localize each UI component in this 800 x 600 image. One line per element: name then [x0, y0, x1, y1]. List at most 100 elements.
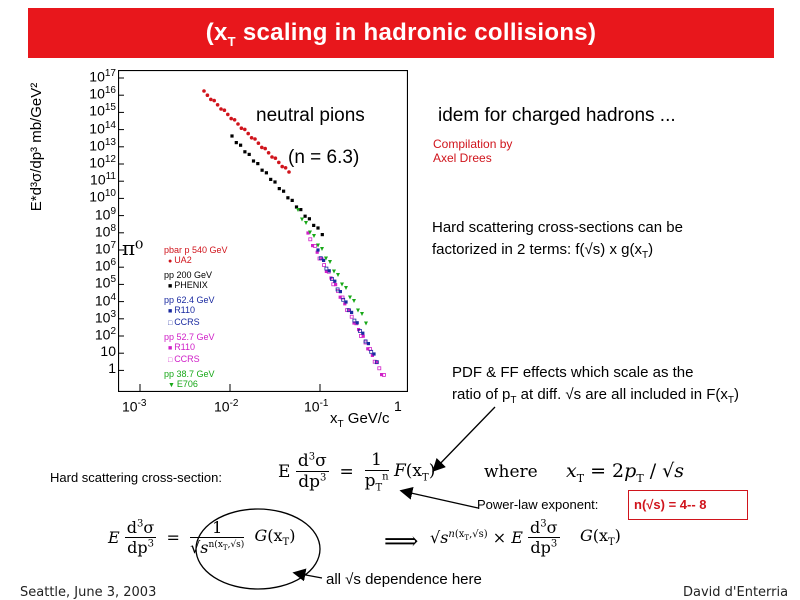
- data-marker: [336, 273, 340, 277]
- dependence-arrow: [292, 568, 323, 582]
- y-tick-label: 1012: [89, 154, 116, 171]
- data-marker: [246, 131, 250, 136]
- all-dependence-label: all √s dependence here: [326, 571, 482, 588]
- data-marker: [361, 331, 365, 335]
- footer-left: Seattle, June 3, 2003: [20, 585, 157, 600]
- data-marker: [366, 342, 370, 346]
- data-marker: [355, 321, 359, 325]
- power-law-value: n(√s) = 4-- 8: [634, 497, 707, 512]
- data-marker: [328, 260, 332, 264]
- data-marker: [348, 295, 352, 300]
- data-marker: [316, 243, 320, 248]
- y-tick-label: 107: [94, 240, 116, 257]
- y-tick-label: 109: [94, 205, 116, 223]
- data-marker: [340, 282, 344, 287]
- data-marker: [347, 308, 351, 312]
- data-marker: [209, 97, 213, 102]
- data-marker: [352, 321, 356, 325]
- data-marker: [232, 118, 237, 122]
- y-tick-label: 106: [94, 257, 116, 274]
- implies-arrow: ⟹: [384, 527, 419, 555]
- data-marker: [361, 334, 365, 338]
- legend-entry: ■ PHENIX: [168, 280, 208, 290]
- n-value-label: (n = 6.3): [288, 147, 360, 168]
- data-marker: [352, 318, 357, 323]
- data-marker: [335, 287, 340, 292]
- y-tick-label: 1014: [89, 119, 116, 137]
- data-marker: [312, 243, 317, 248]
- data-marker: [303, 214, 307, 218]
- data-marker: [266, 151, 271, 155]
- data-marker: [324, 256, 328, 261]
- legend-entry: ■ R110: [168, 342, 196, 352]
- data-marker: [243, 150, 247, 154]
- data-marker: [381, 372, 386, 377]
- y-tick-label: 108: [94, 222, 116, 240]
- sqrt-s-ellipse: [195, 508, 321, 590]
- plot-legend: pbar p 540 GeV ● UA2 pp 200 GeV ■ PHENIX pp …: [164, 245, 274, 391]
- y-tick-label: 1016: [89, 85, 116, 102]
- plot-frame: [118, 70, 408, 392]
- data-marker: [239, 126, 244, 130]
- legend-marker-icon: □: [168, 320, 175, 327]
- data-marker: [215, 103, 220, 107]
- data-marker: [327, 269, 331, 273]
- data-marker: [369, 349, 374, 354]
- data-marker: [322, 263, 327, 268]
- data-marker: [343, 302, 347, 306]
- data-marker: [322, 258, 326, 262]
- legend-entry: ▼ E706: [168, 379, 198, 389]
- x-tick-label: 1: [394, 398, 402, 414]
- hard-scattering-label: Hard scattering cross-section:: [50, 470, 222, 485]
- data-marker: [296, 208, 300, 212]
- data-marker: [316, 248, 320, 252]
- data-marker: [311, 244, 315, 248]
- data-marker: [230, 134, 234, 138]
- pdf-ff-note: PDF & FF effects which scale as the rati…: [452, 364, 739, 406]
- data-marker: [212, 98, 216, 103]
- data-marker: [282, 189, 286, 193]
- data-marker: [253, 137, 257, 141]
- legend-marker-icon: ■: [168, 283, 175, 290]
- data-marker: [256, 141, 261, 145]
- data-marker: [277, 187, 281, 191]
- neutral-pions-label: neutral pions: [256, 105, 365, 126]
- y-tick-label: 1015: [89, 102, 116, 120]
- data-marker: [277, 160, 281, 165]
- data-marker: [306, 231, 310, 235]
- data-marker: [283, 166, 288, 170]
- data-marker: [334, 283, 338, 287]
- data-marker: [273, 180, 277, 184]
- legend-entry: □ CCRS: [168, 317, 200, 327]
- data-marker: [226, 112, 230, 117]
- pdf-arrow: [432, 406, 496, 472]
- y-tick-label: 1010: [89, 188, 116, 206]
- data-marker: [280, 164, 284, 169]
- legend-entry: ● UA2: [168, 255, 192, 265]
- data-marker: [344, 300, 348, 304]
- data-marker: [380, 373, 384, 377]
- y-tick-label: 1013: [89, 136, 116, 154]
- factorization-note: Hard scattering cross-sections can be fa…: [432, 219, 683, 261]
- y-tick-label: 104: [94, 291, 116, 309]
- charged-hadrons-note: idem for charged hadrons ...: [438, 105, 676, 126]
- data-marker: [358, 329, 362, 333]
- y-tick-label: 103: [94, 308, 116, 326]
- data-marker: [375, 360, 379, 364]
- data-marker: [332, 269, 336, 274]
- power-law-box: [628, 490, 748, 520]
- data-marker: [251, 159, 256, 163]
- x-tick-label: 10-3: [122, 398, 147, 415]
- data-marker: [308, 237, 313, 242]
- legend-entry: pp 52.7 GeV: [164, 332, 215, 342]
- data-marker: [312, 223, 316, 227]
- data-marker: [372, 352, 376, 356]
- data-marker: [356, 308, 360, 313]
- compilation-credit: Compilation by Axel Drees: [433, 137, 513, 165]
- x-tick-labels: 10-3 10-2 10-1 1: [118, 396, 428, 426]
- legend-marker-icon: ■: [168, 345, 175, 352]
- data-marker: [239, 143, 243, 147]
- data-marker: [324, 269, 328, 273]
- data-marker: [287, 170, 291, 174]
